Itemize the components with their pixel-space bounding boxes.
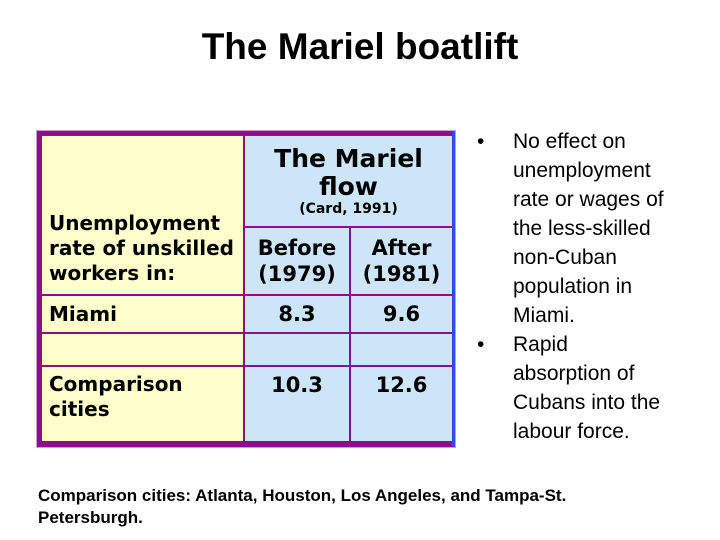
table-col-header-before: Before (1979) xyxy=(245,228,349,294)
footnote-comparison-cities: Comparison cities: Atlanta, Houston, Los… xyxy=(38,486,567,527)
table-cell-comparison-after: 12.6 xyxy=(351,367,452,441)
table-col-header-after: After (1981) xyxy=(351,228,452,294)
page-title: The Mariel boatlift xyxy=(201,26,519,67)
table-row-label-comparison-cities: Comparison cities xyxy=(42,367,243,441)
table-group-header-title: The Mariel flow xyxy=(274,143,423,201)
mariel-table: Unemployment rate of unskilled workers i… xyxy=(36,130,456,448)
bullet-list: • No effect on unemployment rate or wage… xyxy=(465,127,705,446)
list-item: • Rapid absorption of Cubans into the la… xyxy=(465,330,705,446)
table-cell-miami-after: 9.6 xyxy=(351,296,452,332)
table-row-label-miami: Miami xyxy=(42,296,243,332)
table-cell-empty-after xyxy=(351,334,452,365)
table-cell-comparison-before: 10.3 xyxy=(245,367,349,441)
table-group-header-source: (Card, 1991) xyxy=(299,200,398,217)
bullet-text-rapid-absorption: Rapid absorption of Cubans into the labo… xyxy=(513,333,661,443)
bullet-icon: • xyxy=(477,333,485,356)
mariel-table-grid: Unemployment rate of unskilled workers i… xyxy=(42,136,452,441)
table-cell-empty-before xyxy=(245,334,349,365)
bullet-text-no-effect: No effect on unemployment rate or wages … xyxy=(513,130,664,327)
list-item: • No effect on unemployment rate or wage… xyxy=(465,127,705,330)
bullet-icon: • xyxy=(477,130,485,153)
table-group-header: The Mariel flow (Card, 1991) xyxy=(245,136,452,226)
table-row-header-unemployment: Unemployment rate of unskilled workers i… xyxy=(42,136,243,294)
table-row-label-empty xyxy=(42,334,243,365)
table-cell-miami-before: 8.3 xyxy=(245,296,349,332)
